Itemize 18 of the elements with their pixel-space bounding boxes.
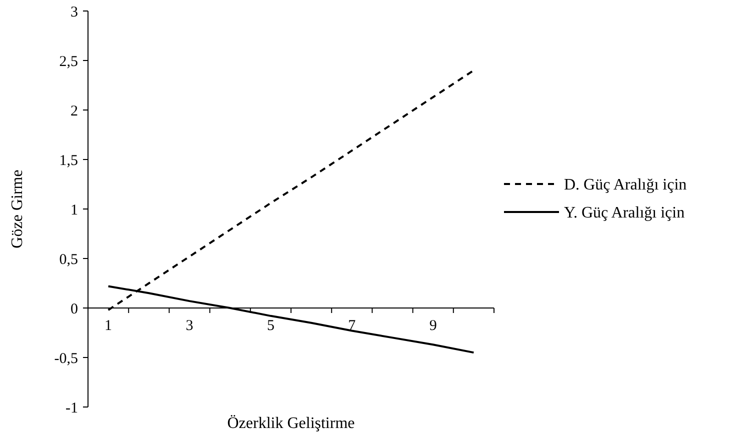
y-tick-label: 2 bbox=[70, 103, 78, 120]
y-tick-label: 1 bbox=[70, 202, 78, 218]
y-tick-label: 1,5 bbox=[59, 152, 78, 169]
y-tick-label: 0 bbox=[70, 301, 78, 318]
legend-label: D. Güç Aralığı için bbox=[564, 176, 687, 194]
y-tick-label: -0,5 bbox=[54, 350, 78, 367]
y-tick-label: 2,5 bbox=[59, 54, 78, 70]
y-tick-label: 3 bbox=[70, 4, 78, 20]
x-tick-label: 5 bbox=[266, 318, 274, 334]
legend-label: Y. Güç Aralığı için bbox=[564, 204, 685, 222]
x-tick-label: 1 bbox=[104, 318, 112, 334]
x-tick-label: 7 bbox=[348, 318, 356, 334]
x-tick-label: 9 bbox=[429, 318, 437, 334]
x-tick-label: 3 bbox=[186, 318, 194, 334]
y-tick-label: -1 bbox=[66, 400, 78, 416]
x-axis-title: Özerklik Geliştirme bbox=[227, 415, 355, 432]
y-tick-label: 0,5 bbox=[59, 252, 78, 268]
y-axis-title: Göze Girme bbox=[9, 170, 26, 248]
